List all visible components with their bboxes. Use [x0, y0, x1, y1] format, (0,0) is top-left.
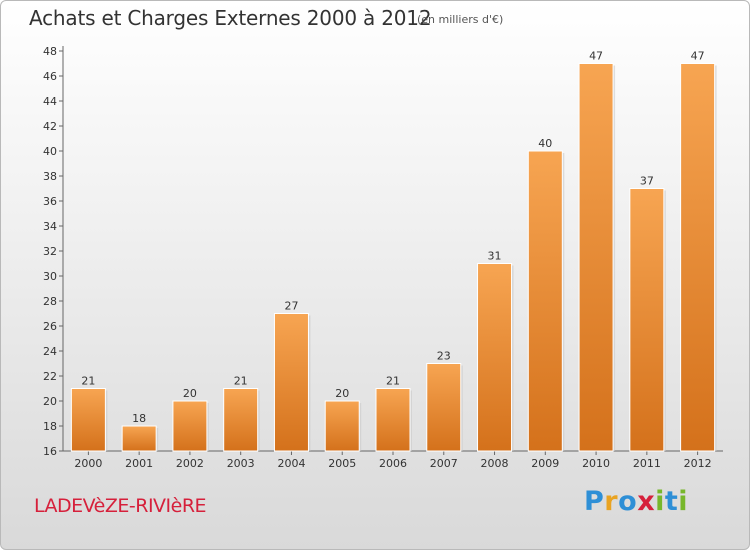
y-tick-label: 48: [43, 45, 57, 58]
logo-letter: r: [604, 486, 619, 517]
data-label: 47: [691, 50, 705, 63]
chart-unit: (en milliers d'€): [417, 13, 504, 26]
data-label: 23: [437, 350, 451, 363]
y-tick-label: 42: [43, 120, 57, 133]
bar: [273, 313, 309, 452]
x-tick-label: 2012: [684, 457, 712, 470]
bar: [172, 400, 208, 452]
data-label: 47: [589, 50, 603, 63]
data-label: 37: [640, 175, 654, 188]
data-label: 31: [488, 250, 502, 263]
data-label: 40: [538, 137, 552, 150]
logo-letter: i: [655, 486, 665, 517]
y-tick-label: 32: [43, 245, 57, 258]
y-tick-label: 34: [43, 220, 57, 233]
y-tick-label: 16: [43, 445, 57, 458]
bar: [121, 425, 157, 452]
x-tick-label: 2006: [379, 457, 407, 470]
data-label: 21: [386, 375, 400, 388]
y-tick-label: 18: [43, 420, 57, 433]
x-tick-label: 2003: [227, 457, 255, 470]
bar: [629, 188, 665, 452]
y-tick-label: 36: [43, 195, 57, 208]
logo-letter: x: [637, 486, 656, 517]
x-tick-label: 2007: [430, 457, 458, 470]
data-label: 21: [234, 375, 248, 388]
x-tick-label: 2011: [633, 457, 661, 470]
data-label: 20: [335, 387, 349, 400]
y-tick-label: 40: [43, 145, 57, 158]
bar: [223, 388, 259, 452]
data-label: 20: [183, 387, 197, 400]
bar: [375, 388, 411, 452]
bar: [324, 400, 360, 452]
proxiti-logo[interactable]: Proxiti: [584, 486, 688, 517]
commune-name: LADEVèZE-RIVIèRE: [34, 495, 207, 517]
bar: [426, 363, 462, 452]
x-tick-label: 2002: [176, 457, 204, 470]
y-tick-label: 20: [43, 395, 57, 408]
logo-letter: P: [584, 486, 605, 517]
y-tick-label: 26: [43, 320, 57, 333]
x-tick-label: 2001: [125, 457, 153, 470]
logo-letter: o: [618, 486, 638, 517]
bar: [578, 63, 614, 452]
bar: [680, 63, 716, 452]
y-tick-label: 30: [43, 270, 57, 283]
chart-title: Achats et Charges Externes 2000 à 2012: [29, 6, 432, 30]
logo-letter: i: [678, 486, 689, 517]
logo-letter: t: [664, 486, 679, 517]
y-tick-label: 28: [43, 295, 57, 308]
x-tick-label: 2008: [481, 457, 509, 470]
bar: [70, 388, 106, 452]
y-tick-label: 44: [43, 95, 57, 108]
x-tick-label: 2005: [328, 457, 356, 470]
data-label: 21: [81, 375, 95, 388]
y-tick-label: 24: [43, 345, 57, 358]
data-label: 27: [284, 300, 298, 313]
y-tick-label: 22: [43, 370, 57, 383]
x-tick-label: 2009: [531, 457, 559, 470]
bar: [527, 150, 563, 452]
x-tick-label: 2010: [582, 457, 610, 470]
y-tick-label: 46: [43, 70, 57, 83]
y-tick-label: 38: [43, 170, 57, 183]
x-tick-label: 2004: [277, 457, 305, 470]
bar: [477, 263, 513, 452]
data-label: 18: [132, 412, 146, 425]
x-tick-label: 2000: [74, 457, 102, 470]
